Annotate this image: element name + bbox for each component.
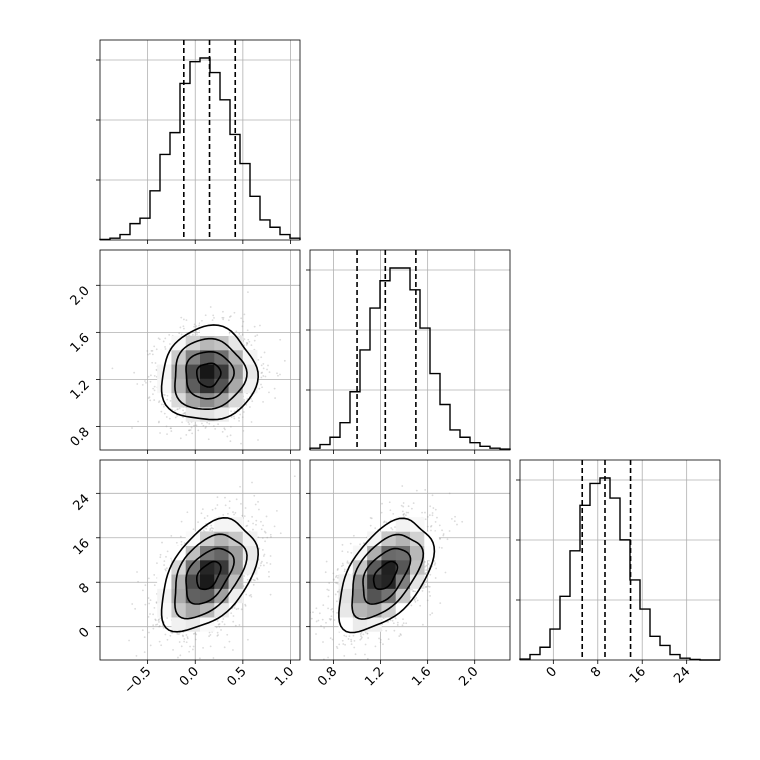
y-tick-label-p2-2: 16 — [71, 536, 93, 558]
y-tick-label-p2-0: 0 — [76, 625, 92, 641]
x-tick-label-p2-0: 0 — [544, 664, 560, 680]
hist-bars-0 — [99, 57, 301, 241]
x-tick-label-p1-2: 1.6 — [409, 664, 434, 689]
x-tick-label-p0-0: −0.5 — [122, 664, 155, 697]
x-tick-label-p0-3: 1.0 — [272, 664, 297, 689]
joint-0-1-density — [111, 291, 286, 445]
hist-bars-2 — [519, 477, 720, 661]
hist-grid-1 — [310, 250, 510, 450]
y-tick-label-p1-1: 1.2 — [68, 378, 93, 403]
joint-1-2-contour-1 — [362, 547, 412, 605]
y-tick-label-p1-2: 1.6 — [68, 331, 93, 356]
joint-0-2-contour-3 — [160, 516, 260, 633]
joint-0-2-density — [128, 475, 296, 660]
joint-1-2-density — [310, 485, 464, 660]
y-tick-label-p1-0: 0.8 — [68, 425, 93, 450]
y-tick-label-p2-1: 8 — [76, 580, 92, 596]
x-tick-label-p1-3: 2.0 — [456, 664, 481, 689]
joint-0-2-density-cells — [157, 517, 258, 632]
hist-frame-2 — [519, 459, 721, 661]
x-tick-label-p2-2: 16 — [627, 664, 649, 686]
hist-bars-1 — [309, 267, 511, 450]
hist-grid-0 — [100, 40, 300, 240]
hist-frame-0 — [99, 39, 301, 241]
joint-0-1-panel — [96, 249, 301, 454]
x-tick-label-p2-3: 24 — [671, 664, 693, 686]
x-tick-label-p0-1: 0.0 — [177, 664, 202, 689]
y-tick-label-p2-3: 24 — [71, 492, 93, 514]
joint-1-2-contour-0 — [372, 560, 399, 590]
joint-0-1-frame — [99, 249, 301, 451]
x-tick-label-p0-2: 0.5 — [224, 664, 249, 689]
x-tick-label-p1-0: 0.8 — [315, 664, 340, 689]
hist-panel-1 — [306, 249, 511, 454]
joint-0-1-contour-0 — [196, 362, 222, 388]
joint-0-2-frame — [99, 459, 301, 661]
hist-frame-1 — [309, 249, 511, 451]
joint-1-2-contour-2 — [351, 533, 425, 620]
y-tick-label-p1-3: 2.0 — [68, 284, 93, 309]
joint-0-2-contour-2 — [174, 533, 248, 620]
x-tick-label-p1-1: 1.2 — [362, 664, 387, 689]
joint-1-2-contour-3 — [338, 517, 436, 634]
joint-1-2-frame — [309, 459, 511, 661]
joint-0-1-contour-1 — [185, 351, 235, 400]
hist-panel-0 — [96, 39, 301, 244]
x-tick-label-p2-1: 8 — [588, 664, 604, 680]
joint-0-2-contour-1 — [185, 547, 235, 605]
joint-1-2-panel — [306, 459, 511, 664]
hist-panel-2 — [516, 459, 721, 664]
joint-0-1-contour-2 — [174, 337, 248, 410]
joint-0-2-contour-0 — [196, 560, 222, 591]
joint-0-1-contour-3 — [160, 324, 260, 421]
joint-0-2-panel — [96, 459, 301, 664]
